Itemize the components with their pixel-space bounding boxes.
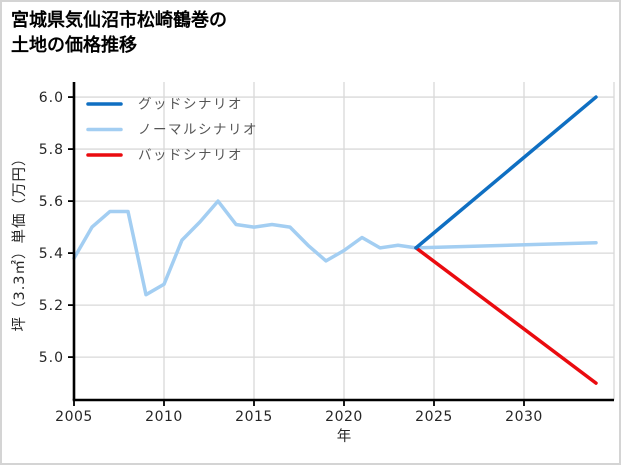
chart-title-line1: 宮城県気仙沼市松崎鶴巻の (11, 10, 227, 31)
x-tick-label: 2015 (235, 409, 273, 425)
chart-title: 宮城県気仙沼市松崎鶴巻の 土地の価格推移 (11, 8, 227, 58)
legend-label-good: グッドシナリオ (138, 97, 243, 113)
y-tick-label: 5.8 (39, 142, 64, 158)
chart-title-line2: 土地の価格推移 (11, 35, 137, 56)
series-line-normal (72, 199, 598, 297)
legend-label-normal: ノーマルシナリオ (138, 122, 258, 138)
x-axis-label: 年 (337, 428, 352, 445)
y-tick-label: 6.0 (39, 90, 64, 106)
x-tick-label: 2005 (55, 409, 93, 425)
legend-label-bad: バッドシナリオ (138, 148, 243, 164)
series-line-bad (414, 246, 598, 385)
x-tick-label: 2010 (145, 409, 183, 425)
y-tick-label: 5.4 (39, 246, 64, 262)
y-tick-label: 5.2 (39, 298, 64, 314)
x-tick-label: 2020 (325, 409, 363, 425)
y-tick-label: 5.6 (39, 194, 64, 210)
x-tick-label: 2025 (415, 409, 453, 425)
x-tick-label: 2030 (505, 409, 543, 425)
y-tick-label: 5.0 (39, 350, 64, 366)
series-line-good (414, 95, 598, 250)
y-axis-label: 坪（3.3㎡）単価（万円） (11, 150, 28, 331)
